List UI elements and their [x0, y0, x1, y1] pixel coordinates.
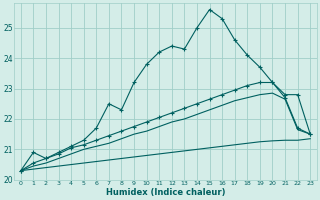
X-axis label: Humidex (Indice chaleur): Humidex (Indice chaleur) — [106, 188, 225, 197]
